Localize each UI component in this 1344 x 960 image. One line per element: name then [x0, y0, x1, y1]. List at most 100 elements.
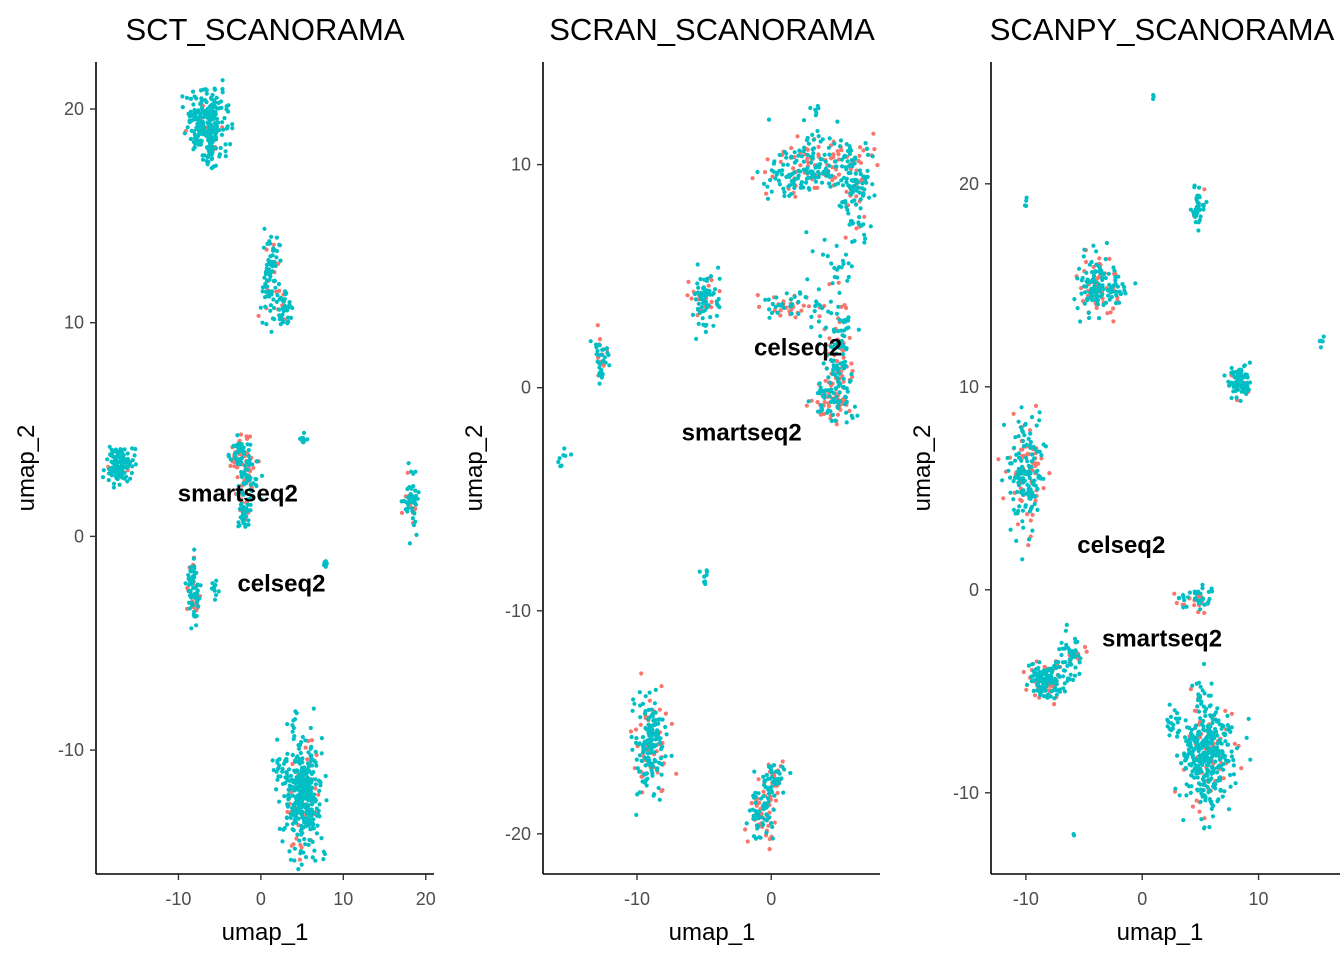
- point-smartseq2: [188, 136, 193, 142]
- point-smartseq2: [258, 305, 263, 310]
- point-smartseq2: [652, 757, 657, 763]
- point-smartseq2: [659, 772, 664, 777]
- point-smartseq2: [1123, 291, 1128, 296]
- point-smartseq2: [835, 275, 840, 280]
- point-smartseq2: [1194, 771, 1199, 776]
- y-tick-label: -20: [505, 824, 531, 844]
- point-smartseq2: [690, 312, 696, 317]
- point-smartseq2: [696, 285, 701, 290]
- point-smartseq2: [1169, 721, 1174, 726]
- point-smartseq2: [836, 304, 841, 309]
- point-smartseq2: [270, 253, 275, 258]
- point-celseq2: [844, 189, 849, 194]
- point-smartseq2: [1009, 461, 1014, 466]
- point-celseq2: [806, 304, 812, 309]
- point-smartseq2: [299, 802, 304, 807]
- point-smartseq2: [788, 297, 794, 302]
- point-smartseq2: [765, 184, 770, 189]
- point-smartseq2: [413, 488, 418, 493]
- point-smartseq2: [1208, 733, 1214, 738]
- point-smartseq2: [286, 787, 291, 792]
- point-smartseq2: [270, 758, 275, 763]
- point-smartseq2: [846, 211, 851, 216]
- point-smartseq2: [310, 839, 315, 845]
- point-smartseq2: [1198, 684, 1203, 689]
- point-smartseq2: [750, 807, 755, 812]
- point-smartseq2: [769, 310, 775, 316]
- point-smartseq2: [196, 108, 201, 113]
- point-smartseq2: [853, 171, 858, 176]
- point-smartseq2: [122, 447, 127, 452]
- point-layer: [996, 92, 1326, 838]
- point-smartseq2: [769, 821, 774, 826]
- point-smartseq2: [246, 448, 251, 453]
- point-smartseq2: [818, 391, 823, 396]
- point-smartseq2: [845, 278, 850, 283]
- point-smartseq2: [304, 809, 309, 815]
- point-smartseq2: [836, 340, 841, 345]
- point-smartseq2: [1068, 672, 1073, 677]
- point-smartseq2: [774, 172, 779, 177]
- point-smartseq2: [1035, 468, 1040, 473]
- point-smartseq2: [271, 768, 276, 773]
- point-smartseq2: [245, 467, 250, 472]
- point-smartseq2: [653, 710, 658, 715]
- point-smartseq2: [276, 774, 281, 779]
- point-celseq2: [836, 280, 841, 285]
- point-smartseq2: [1215, 733, 1220, 738]
- point-smartseq2: [300, 815, 305, 820]
- point-smartseq2: [1210, 717, 1215, 722]
- point-smartseq2: [275, 293, 280, 298]
- point-smartseq2: [765, 796, 771, 801]
- point-smartseq2: [825, 410, 830, 415]
- point-smartseq2: [190, 89, 196, 94]
- point-smartseq2: [101, 468, 106, 473]
- point-smartseq2: [774, 295, 779, 300]
- point-smartseq2: [698, 277, 703, 282]
- point-smartseq2: [663, 724, 668, 730]
- point-smartseq2: [213, 133, 218, 138]
- point-smartseq2: [1187, 762, 1192, 767]
- point-smartseq2: [1211, 766, 1217, 772]
- point-smartseq2: [1231, 758, 1236, 763]
- point-smartseq2: [182, 131, 187, 136]
- point-smartseq2: [848, 191, 853, 196]
- point-celseq2: [1024, 687, 1029, 692]
- point-smartseq2: [854, 202, 859, 207]
- point-smartseq2: [1094, 249, 1099, 254]
- point-smartseq2: [298, 750, 303, 756]
- point-smartseq2: [1217, 757, 1222, 762]
- point-smartseq2: [782, 193, 787, 199]
- point-celseq2: [271, 242, 276, 247]
- point-celseq2: [1052, 702, 1057, 707]
- point-smartseq2: [704, 572, 709, 578]
- point-celseq2: [795, 134, 800, 139]
- point-smartseq2: [1024, 203, 1029, 208]
- point-smartseq2: [295, 754, 300, 759]
- point-smartseq2: [316, 808, 321, 814]
- point-smartseq2: [801, 159, 807, 164]
- point-smartseq2: [277, 243, 283, 248]
- point-smartseq2: [806, 399, 811, 404]
- point-celseq2: [1083, 259, 1089, 265]
- point-smartseq2: [1197, 759, 1202, 764]
- point-smartseq2: [1231, 772, 1236, 777]
- point-smartseq2: [829, 311, 834, 316]
- point-smartseq2: [768, 177, 773, 183]
- point-smartseq2: [756, 824, 761, 829]
- point-smartseq2: [1215, 765, 1220, 770]
- point-smartseq2: [206, 126, 211, 131]
- point-smartseq2: [811, 151, 816, 156]
- point-smartseq2: [1185, 725, 1190, 730]
- point-smartseq2: [1070, 649, 1075, 654]
- point-smartseq2: [1202, 691, 1207, 696]
- point-smartseq2: [233, 443, 238, 448]
- point-smartseq2: [1038, 678, 1043, 683]
- point-smartseq2: [826, 375, 831, 380]
- point-smartseq2: [844, 142, 849, 147]
- point-smartseq2: [1057, 689, 1062, 694]
- point-smartseq2: [1215, 770, 1220, 775]
- point-smartseq2: [296, 867, 301, 872]
- point-smartseq2: [634, 812, 639, 818]
- point-smartseq2: [267, 272, 272, 278]
